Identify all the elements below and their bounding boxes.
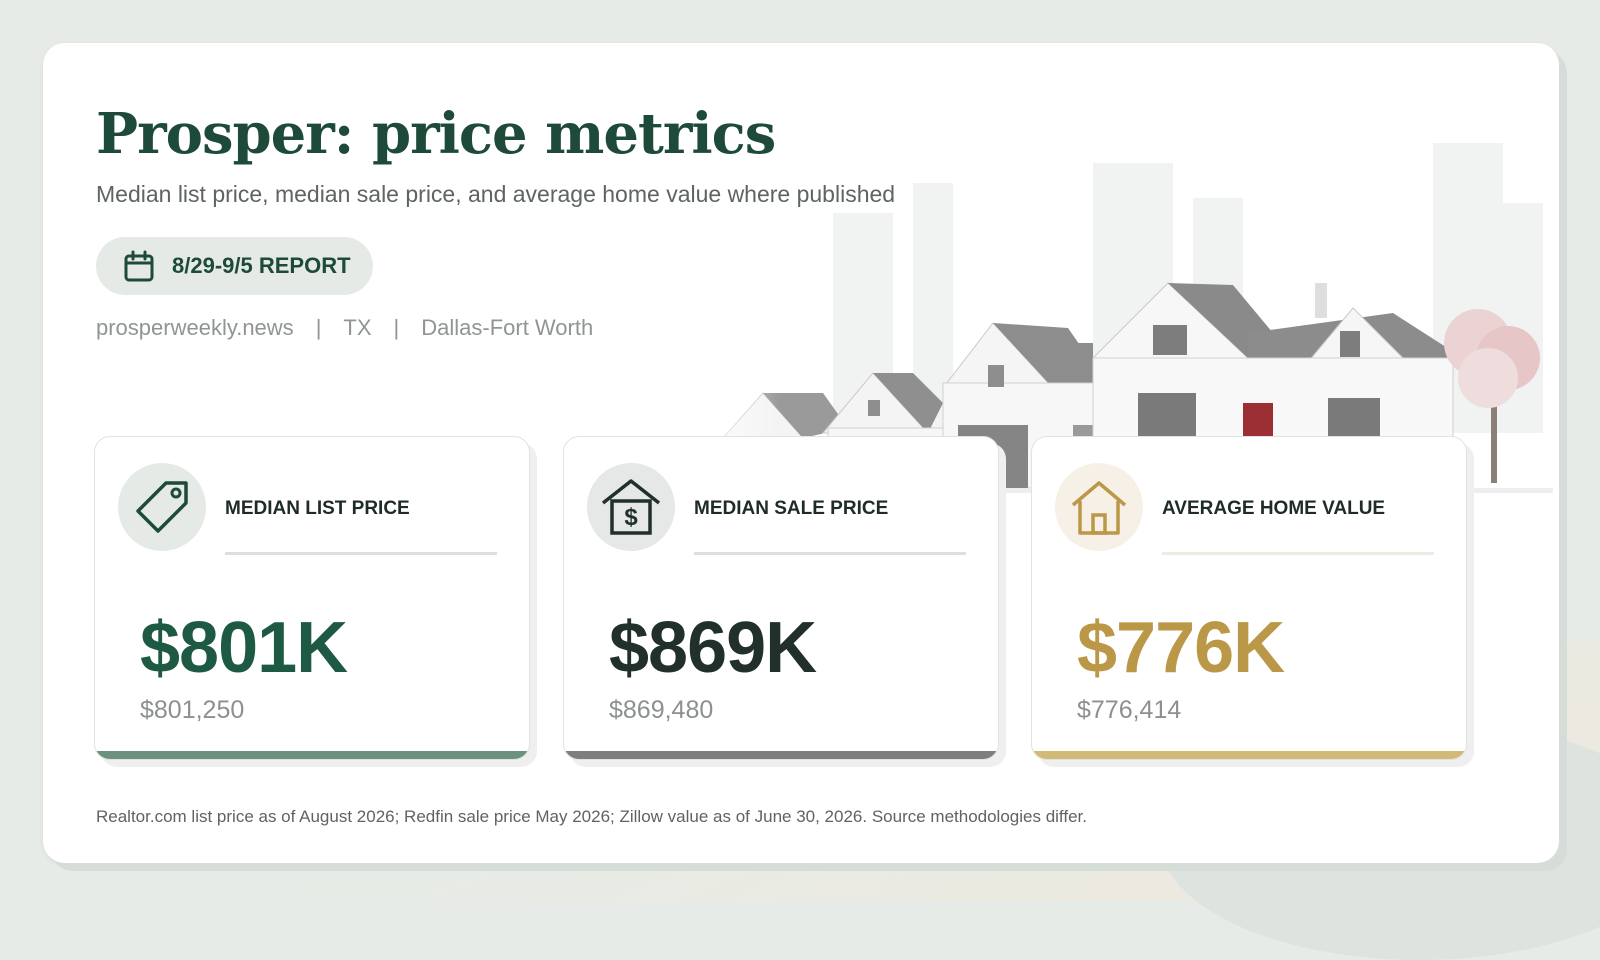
metric-value: $801K (140, 608, 348, 688)
metric-accent-bar (95, 751, 529, 759)
metric-exact-value: $801,250 (140, 696, 245, 724)
metric-value: $776K (1077, 608, 1285, 688)
source-region: Dallas-Fort Worth (421, 315, 594, 340)
source-state: TX (343, 315, 372, 340)
label-underline (1162, 552, 1434, 555)
label-underline (694, 552, 966, 555)
calendar-icon (124, 250, 154, 282)
metric-value: $869K (609, 608, 817, 688)
report-label: 8/29-9/5 REPORT (172, 253, 351, 278)
meta-separator: | (393, 315, 400, 340)
svg-text:$: $ (624, 504, 638, 531)
page-subtitle: Median list price, median sale price, an… (96, 181, 896, 207)
metric-label: MEDIAN SALE PRICE (694, 498, 889, 519)
metric-accent-bar (564, 751, 998, 759)
houses-illustration (673, 103, 1553, 493)
metric-label: AVERAGE HOME VALUE (1162, 498, 1386, 519)
source-meta: prosperweekly.news | TX | Dallas-Fort Wo… (96, 315, 593, 341)
meta-separator: | (315, 315, 322, 340)
metric-label: MEDIAN LIST PRICE (225, 498, 410, 519)
icon-circle (118, 463, 206, 551)
metric-exact-value: $776,414 (1077, 696, 1182, 724)
metric-card-average-home-value: AVERAGE HOME VALUE $776K $776,414 (1031, 436, 1467, 760)
label-underline (225, 552, 497, 555)
icon-circle (1055, 463, 1143, 551)
metric-exact-value: $869,480 (609, 696, 714, 724)
house-icon (1071, 481, 1127, 535)
source-footnote: Realtor.com list price as of August 2026… (96, 807, 1087, 826)
metric-accent-bar (1032, 751, 1466, 759)
metric-card-median-sale-price: $ MEDIAN SALE PRICE $869K $869,480 (563, 436, 999, 760)
report-card: Prosper: price metrics Median list price… (43, 43, 1559, 863)
price-tag-icon (136, 481, 188, 533)
metric-card-median-list-price: MEDIAN LIST PRICE $801K $801,250 (94, 436, 530, 760)
report-date-badge: 8/29-9/5 REPORT (96, 237, 373, 295)
icon-circle: $ (587, 463, 675, 551)
source-site: prosperweekly.news (96, 315, 294, 340)
page-title: Prosper: price metrics (96, 101, 776, 167)
house-dollar-icon: $ (601, 479, 661, 535)
